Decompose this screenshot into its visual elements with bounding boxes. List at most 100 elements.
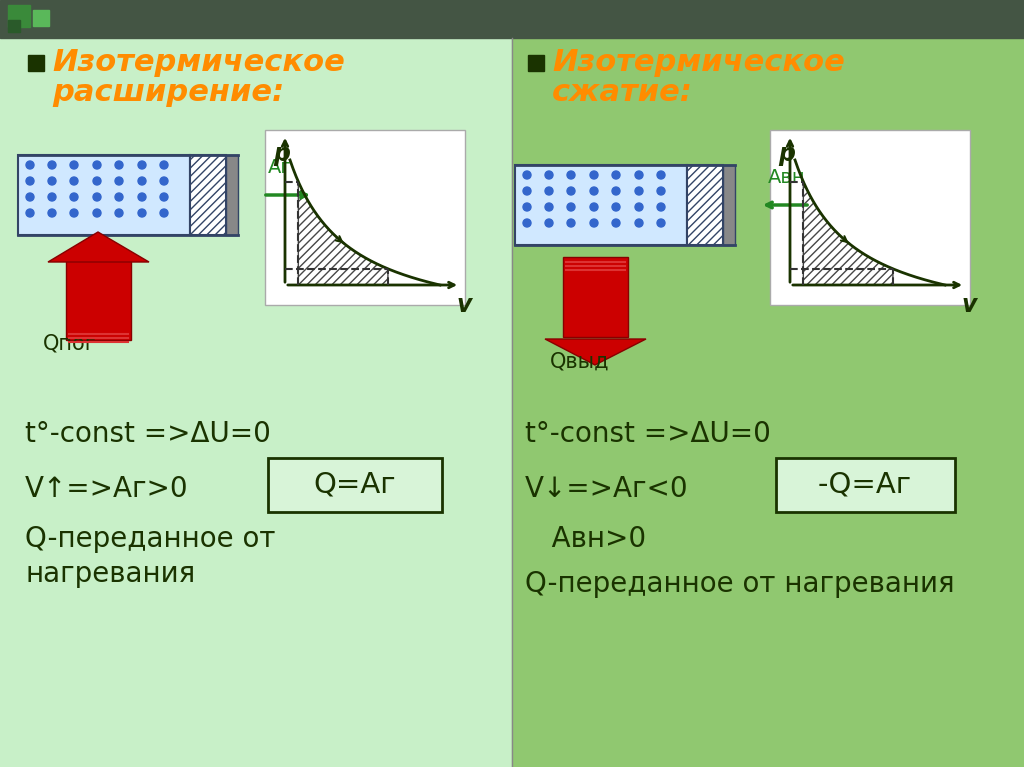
- Circle shape: [160, 193, 168, 201]
- Text: Q-переданное от нагревания: Q-переданное от нагревания: [525, 570, 954, 598]
- Bar: [190, 155, 226, 235]
- Text: t°-const =>ΔU=0: t°-const =>ΔU=0: [525, 420, 771, 448]
- Circle shape: [48, 161, 56, 169]
- Polygon shape: [48, 232, 150, 262]
- Text: V↑=>Аг>0: V↑=>Аг>0: [25, 475, 188, 503]
- Circle shape: [523, 219, 531, 227]
- Circle shape: [115, 177, 123, 185]
- Text: V↓=>Аг<0: V↓=>Аг<0: [525, 475, 688, 503]
- Text: p: p: [273, 142, 290, 166]
- Circle shape: [26, 209, 34, 217]
- Circle shape: [160, 209, 168, 217]
- Circle shape: [635, 171, 643, 179]
- Bar: [528, 55, 544, 71]
- Circle shape: [93, 193, 101, 201]
- Circle shape: [26, 177, 34, 185]
- Circle shape: [523, 171, 531, 179]
- Circle shape: [545, 171, 553, 179]
- Circle shape: [657, 203, 665, 211]
- Circle shape: [567, 219, 575, 227]
- Bar: [0, 0, 1024, 38]
- Bar: [515, 165, 687, 245]
- Bar: [33, 10, 49, 26]
- Circle shape: [70, 209, 78, 217]
- Polygon shape: [298, 182, 388, 285]
- Bar: [265, 130, 465, 305]
- Circle shape: [635, 203, 643, 211]
- Circle shape: [48, 193, 56, 201]
- Bar: [28, 55, 44, 71]
- Circle shape: [93, 177, 101, 185]
- Circle shape: [160, 161, 168, 169]
- Bar: [18, 155, 190, 235]
- Circle shape: [93, 209, 101, 217]
- Circle shape: [567, 187, 575, 195]
- Circle shape: [160, 177, 168, 185]
- Circle shape: [545, 187, 553, 195]
- Text: p: p: [778, 142, 795, 166]
- Bar: [723, 165, 735, 245]
- Circle shape: [612, 171, 620, 179]
- Circle shape: [138, 177, 146, 185]
- Bar: [563, 257, 628, 337]
- Circle shape: [612, 187, 620, 195]
- Text: сжатие:: сжатие:: [552, 78, 693, 107]
- Bar: [226, 155, 238, 235]
- Circle shape: [523, 187, 531, 195]
- Bar: [512, 0, 1024, 767]
- Circle shape: [612, 219, 620, 227]
- Polygon shape: [804, 182, 893, 285]
- Text: Авн>0: Авн>0: [525, 525, 646, 553]
- Circle shape: [545, 219, 553, 227]
- Circle shape: [48, 177, 56, 185]
- Circle shape: [26, 193, 34, 201]
- Text: Q-переданное от: Q-переданное от: [25, 525, 275, 553]
- Text: расширение:: расширение:: [52, 78, 285, 107]
- Circle shape: [590, 187, 598, 195]
- Text: Изотермическое: Изотермическое: [52, 48, 345, 77]
- Circle shape: [657, 219, 665, 227]
- Text: t°-const =>ΔU=0: t°-const =>ΔU=0: [25, 420, 271, 448]
- Circle shape: [48, 209, 56, 217]
- FancyBboxPatch shape: [776, 458, 955, 512]
- Text: -Q=Аг: -Q=Аг: [818, 471, 912, 499]
- Circle shape: [115, 193, 123, 201]
- Circle shape: [635, 187, 643, 195]
- Circle shape: [26, 161, 34, 169]
- Text: Изотермическое: Изотермическое: [552, 48, 845, 77]
- Bar: [687, 165, 723, 245]
- Bar: [8, 5, 30, 27]
- Circle shape: [567, 171, 575, 179]
- Circle shape: [523, 203, 531, 211]
- Text: Q=Аг: Q=Аг: [313, 471, 396, 499]
- Circle shape: [70, 161, 78, 169]
- Text: нагревания: нагревания: [25, 560, 196, 588]
- Circle shape: [93, 161, 101, 169]
- Circle shape: [138, 161, 146, 169]
- Bar: [66, 260, 131, 340]
- Circle shape: [590, 171, 598, 179]
- Text: v: v: [962, 293, 977, 317]
- Text: Аг: Аг: [268, 158, 292, 177]
- Circle shape: [70, 177, 78, 185]
- FancyBboxPatch shape: [268, 458, 442, 512]
- Text: Авн: Авн: [768, 168, 806, 187]
- Text: Qвыд: Qвыд: [550, 351, 609, 371]
- Circle shape: [590, 203, 598, 211]
- Circle shape: [590, 219, 598, 227]
- Circle shape: [138, 193, 146, 201]
- Text: v: v: [457, 293, 472, 317]
- Circle shape: [657, 187, 665, 195]
- Bar: [0, 0, 512, 767]
- Circle shape: [545, 203, 553, 211]
- Polygon shape: [545, 339, 646, 365]
- Bar: [8, 20, 20, 32]
- Circle shape: [657, 171, 665, 179]
- Circle shape: [115, 209, 123, 217]
- Circle shape: [635, 219, 643, 227]
- Circle shape: [612, 203, 620, 211]
- Circle shape: [138, 209, 146, 217]
- Circle shape: [70, 193, 78, 201]
- Bar: [770, 130, 970, 305]
- Circle shape: [115, 161, 123, 169]
